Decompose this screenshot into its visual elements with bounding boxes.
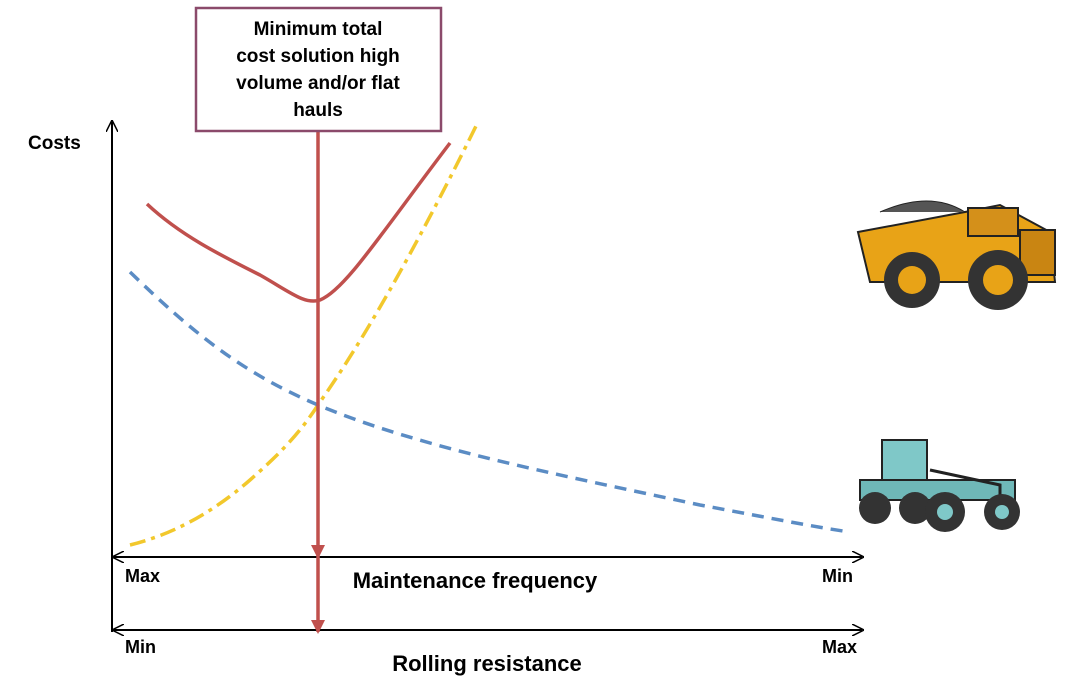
callout-line: cost solution high <box>236 46 400 67</box>
axis-label: Maintenance frequency <box>353 568 598 593</box>
total-maintenance-curve <box>130 122 478 545</box>
axis-end-label: Min <box>822 566 853 586</box>
callout-line: volume and/or flat <box>236 73 400 94</box>
axis-end-label: Max <box>125 566 160 586</box>
rolling-cost-curve <box>130 272 850 532</box>
axis-label: Rolling resistance <box>392 651 582 676</box>
callout-line: hauls <box>293 100 343 121</box>
callout-line: Minimum total <box>254 19 383 40</box>
y-axis-label: Costs <box>28 133 81 154</box>
axis-end-label: Min <box>125 637 156 657</box>
diagram: Costs Max Min Maintenance frequency Min … <box>0 0 1076 680</box>
haul-truck-icon <box>858 201 1055 310</box>
grader-icon <box>859 440 1020 532</box>
total-cost-curve <box>147 143 450 301</box>
axis-end-label: Max <box>822 637 857 657</box>
